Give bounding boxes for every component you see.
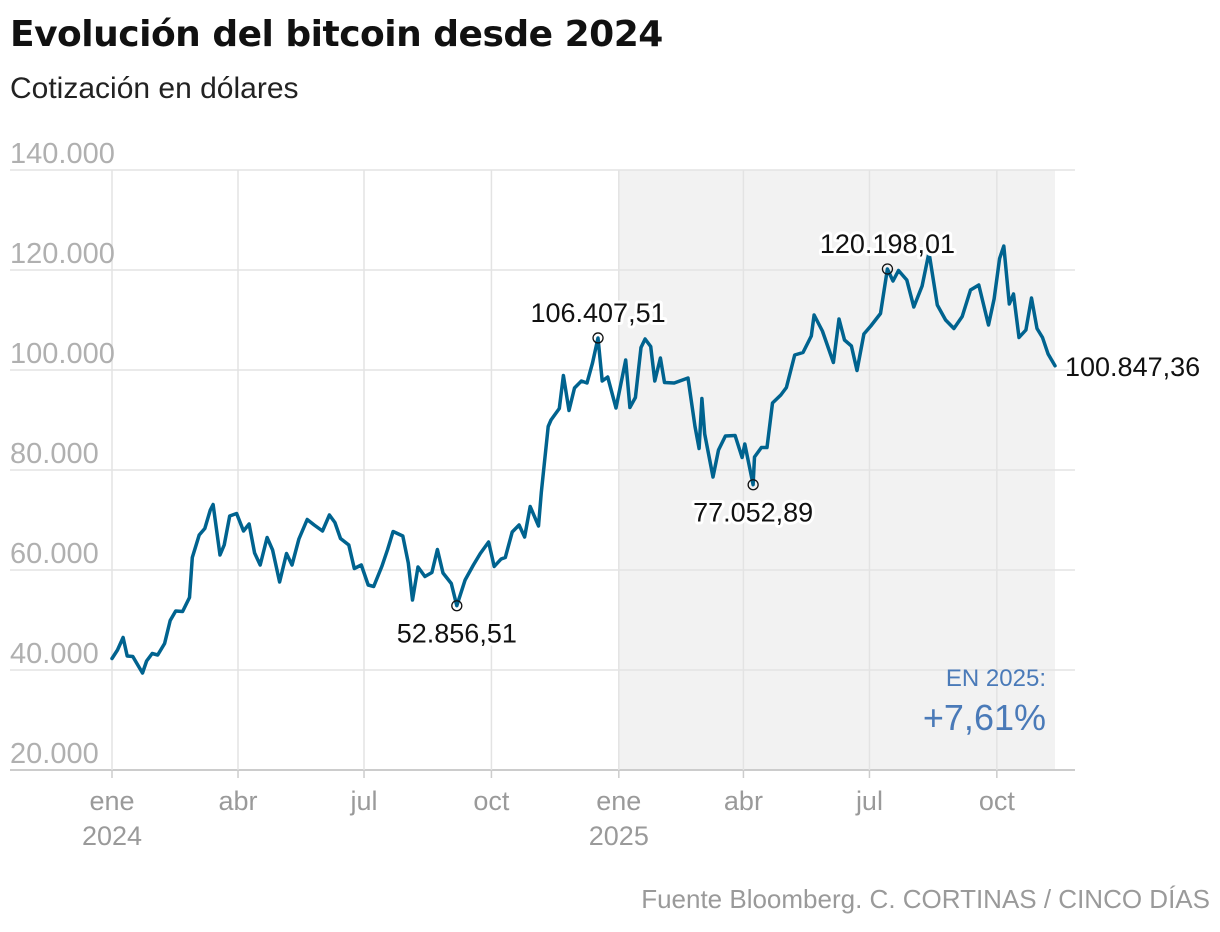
bitcoin-price-line	[110, 244, 1057, 675]
x-tick-label: oct	[979, 786, 1016, 816]
x-tick-label: abr	[724, 786, 763, 816]
y-tick-label: 20.000	[10, 738, 99, 770]
annotation-label: 120.198,01	[820, 229, 955, 259]
annotation-label: 100.847,36	[1065, 352, 1200, 382]
ytd-caption: EN 2025:	[946, 665, 1046, 692]
annotation-label: 52.856,51	[397, 619, 517, 649]
x-tick-label: jul	[350, 786, 378, 816]
y-tick-label: 140.000	[10, 138, 115, 170]
y-tick-label: 60.000	[10, 538, 99, 570]
source-credit: Fuente Bloomberg. C. CORTINAS / CINCO DÍ…	[641, 884, 1210, 914]
annotation-label: 106.407,51	[530, 298, 665, 328]
y-tick-label: 120.000	[10, 238, 115, 270]
x-tick-label: jul	[855, 786, 883, 816]
annotation-label: 77.052,89	[693, 498, 813, 528]
bitcoin-line-chart: 20.000 40.000 60.000 80.000 100.000 120.000 14…	[10, 138, 1201, 851]
x-tick-label: ene	[89, 786, 134, 816]
x-tick-label: oct	[473, 786, 510, 816]
x-tick-label: abr	[218, 786, 257, 816]
x-tick-label: ene	[596, 786, 641, 816]
y-tick-label: 100.000	[10, 338, 115, 370]
x-tick-year: 2024	[82, 821, 142, 851]
y-tick-label: 40.000	[10, 638, 99, 670]
annotation-marker	[592, 332, 604, 344]
y-tick-label: 80.000	[10, 438, 99, 470]
annotation-marker	[451, 600, 463, 612]
chart-subtitle: Cotización en dólares	[10, 72, 299, 105]
annotation-marker	[881, 263, 894, 275]
chart-title: Evolución del bitcoin desde 2024	[10, 14, 663, 55]
ytd-value: +7,61%	[923, 697, 1046, 738]
annotation-marker	[747, 479, 759, 491]
x-tick-year: 2025	[589, 821, 649, 851]
